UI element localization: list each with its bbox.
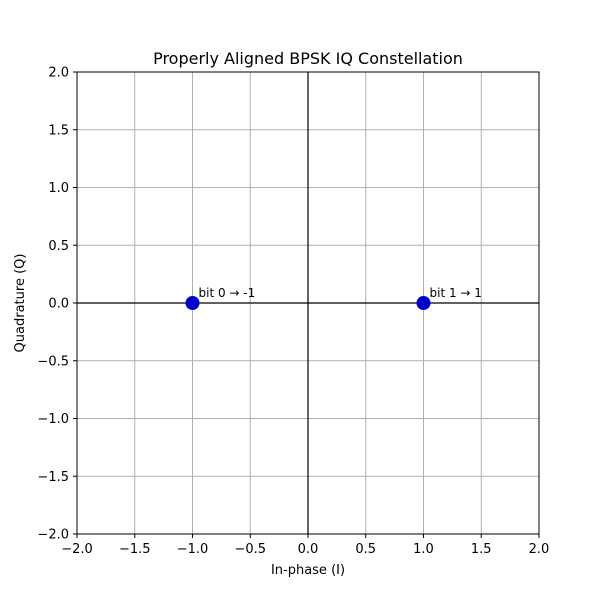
x-tick-label: 2.0: [529, 542, 550, 557]
y-tick-label: −2.0: [37, 528, 69, 543]
y-tick-label: −1.0: [37, 412, 69, 427]
chart-title: Properly Aligned BPSK IQ Constellation: [153, 49, 463, 68]
constellation-points: bit 0 → -1 bit 1 → 1: [185, 286, 482, 310]
x-axis-ticks: −2.0 −1.5 −1.0 −0.5 0.0 0.5 1.0 1.5 2.0: [61, 534, 549, 557]
y-tick-label: 0.5: [48, 239, 69, 254]
x-tick-label: −2.0: [61, 542, 93, 557]
y-tick-label: 0.0: [48, 297, 69, 312]
y-tick-label: 1.5: [48, 123, 69, 138]
y-tick-label: −0.5: [37, 354, 69, 369]
y-tick-label: −1.5: [37, 470, 69, 485]
y-axis-ticks: −2.0 −1.5 −1.0 −0.5 0.0 0.5 1.0 1.5 2.0: [37, 66, 77, 543]
point-annotation: bit 1 → 1: [430, 286, 482, 300]
x-tick-label: 0.5: [355, 542, 376, 557]
x-tick-label: −0.5: [234, 542, 266, 557]
x-tick-label: 1.0: [413, 542, 434, 557]
zero-lines: [77, 72, 539, 534]
constellation-point: [185, 296, 200, 310]
y-tick-label: 2.0: [48, 66, 69, 81]
constellation-point: [416, 296, 431, 310]
x-tick-label: −1.5: [119, 542, 151, 557]
x-tick-label: −1.0: [177, 542, 209, 557]
x-tick-label: 1.5: [471, 542, 492, 557]
y-tick-label: 1.0: [48, 181, 69, 196]
y-axis-label: Quadrature (Q): [13, 254, 28, 353]
x-axis-label: In-phase (I): [271, 563, 345, 578]
x-tick-label: 0.0: [298, 542, 319, 557]
point-annotation: bit 0 → -1: [199, 286, 256, 300]
